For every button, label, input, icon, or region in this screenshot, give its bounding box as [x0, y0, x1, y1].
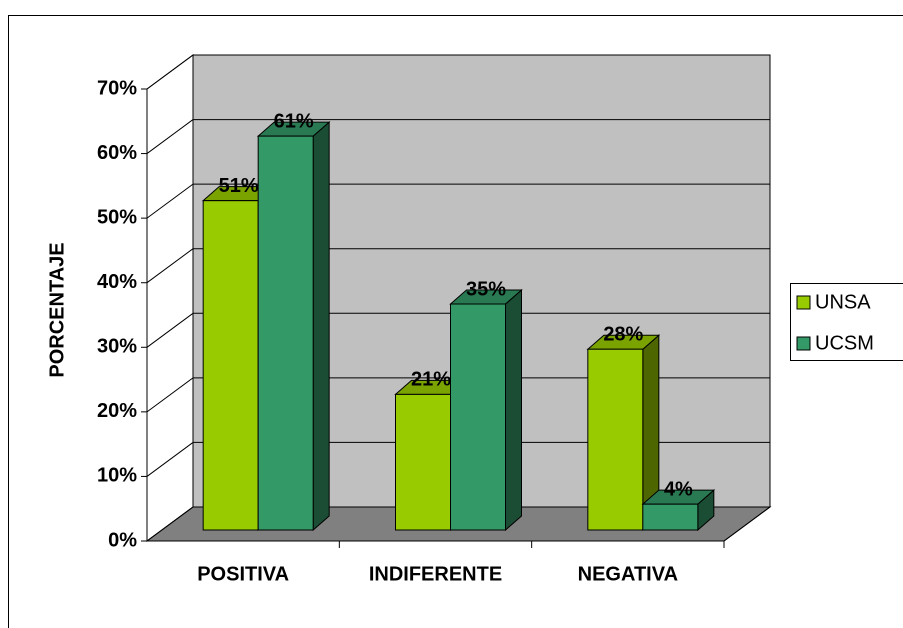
bar-side [312, 121, 330, 532]
bar [257, 135, 314, 531]
x-tick-label: NEGATIVA [578, 563, 678, 585]
bar [642, 503, 699, 531]
data-label: 21% [411, 369, 451, 391]
bar [587, 348, 644, 531]
x-tick-label: POSITIVA [197, 563, 289, 585]
side-grid-line [146, 119, 194, 154]
bar-side [505, 288, 522, 532]
y-tick-label: 60% [97, 142, 137, 164]
x-tick-label: INDIFERENTE [369, 563, 502, 585]
data-label: 51% [219, 175, 259, 197]
y-tick-label: 30% [97, 336, 137, 358]
legend-label: UCSM [815, 332, 874, 354]
bar [450, 303, 506, 531]
y-tick-label: 20% [97, 400, 137, 422]
side-grid-line [146, 442, 194, 477]
side-grid-line [146, 54, 194, 90]
y-tick-label: 0% [108, 529, 137, 551]
y-tick-label: 40% [97, 271, 137, 293]
side-grid-line [146, 248, 194, 284]
side-grid-line [146, 506, 194, 542]
floor-edge [723, 506, 771, 542]
y-tick-label: 70% [97, 77, 137, 99]
bar [202, 200, 259, 531]
legend-swatch [796, 336, 811, 351]
y-tick-label: 50% [97, 206, 137, 228]
side-grid-line [146, 183, 194, 219]
side-grid-line [146, 377, 194, 413]
side-grid-line [146, 312, 194, 348]
side-wall [146, 54, 194, 542]
data-label: 28% [603, 323, 643, 345]
data-label: 35% [466, 278, 506, 300]
data-label: 61% [274, 110, 314, 132]
y-tick-label: 10% [97, 465, 137, 487]
y-axis-label: PORCENTAJE [46, 242, 68, 377]
legend-label: UNSA [815, 291, 871, 313]
legend-swatch [796, 295, 811, 310]
data-label: 4% [664, 478, 693, 500]
bar [395, 393, 451, 531]
